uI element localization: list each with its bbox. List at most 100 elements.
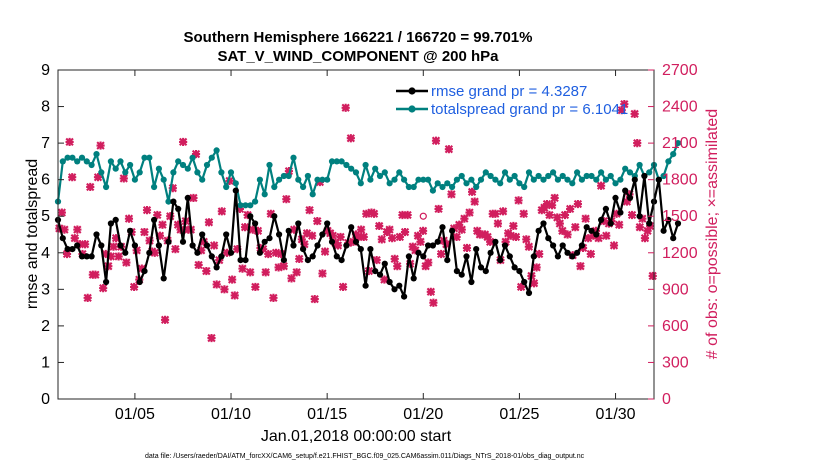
totalspread-point [521, 183, 528, 191]
y-tick-label: 6 [41, 172, 50, 189]
rmse-point [333, 253, 340, 260]
totalspread-point [617, 176, 624, 183]
rmse-point [444, 257, 451, 264]
obs-assimilated-marker [609, 241, 619, 250]
totalspread-point [88, 161, 95, 169]
obs-assimilated-marker [362, 209, 371, 218]
rmse-point [535, 227, 542, 234]
rmse-point [242, 257, 249, 264]
rmse-series [54, 172, 682, 300]
rmse-point [646, 220, 653, 227]
obs-assimilated-marker [563, 230, 572, 239]
y-axis-ticks: 0 1 2 3 4 5 6 7 8 9 [41, 62, 64, 408]
obs-assimilated-marker [269, 293, 278, 303]
obs-assimilated-marker [591, 226, 601, 235]
totalspread-point [367, 176, 374, 183]
obs-assimilated-marker [93, 173, 103, 182]
obs-assimilated-marker [506, 231, 515, 240]
obs-assimilated-marker [68, 173, 77, 182]
rmse-point [218, 253, 225, 260]
totalspread-point [463, 180, 470, 187]
obs-assimilated-marker [277, 249, 286, 259]
totalspread-point [376, 172, 384, 180]
totalspread-point [242, 202, 249, 209]
obs-assimilated-marker [357, 225, 366, 234]
obs-assimilated-marker [341, 103, 350, 112]
obs-assimilated-marker [160, 315, 170, 324]
obs-assimilated-marker [142, 205, 152, 215]
totalspread-point [554, 176, 562, 183]
chart-title-line2: SAT_V_WIND_COMPONENT @ 200 hPa [217, 48, 499, 65]
totalspread-point [415, 176, 422, 183]
totalspread-line [56, 142, 680, 207]
y-axis-label: rmse and totalspread [24, 159, 41, 309]
rmse-point [554, 253, 562, 260]
obs-assimilated-marker [305, 205, 314, 215]
rmse-point [117, 242, 124, 249]
y2-tick-label: 1800 [662, 172, 698, 189]
obs-assimilated-marker [617, 106, 626, 115]
totalspread-point [328, 158, 336, 165]
rmse-point [357, 246, 364, 253]
rmse-point [237, 257, 244, 264]
rmse-point [170, 198, 177, 205]
rmse-point [525, 289, 533, 297]
y-tick-label: 4 [41, 245, 50, 262]
totalspread-point [131, 176, 138, 183]
obs-assimilated-marker [612, 209, 621, 218]
obs-assimilated-marker [346, 134, 355, 143]
totalspread-point [280, 172, 287, 180]
rmse-point [559, 242, 566, 249]
rmse-point [136, 278, 143, 286]
obs-assimilated-marker [571, 223, 580, 232]
obs-assimilated-marker [124, 214, 134, 223]
obs-assimilated-marker [633, 138, 642, 148]
totalspread-point [434, 180, 441, 187]
obs-assimilated-marker [119, 174, 128, 183]
obs-assimilated-marker [307, 231, 317, 240]
obs-assimilated-marker [132, 246, 141, 255]
y-tick-label: 7 [41, 135, 50, 152]
totalspread-point [473, 183, 480, 191]
obs-assimilated-marker [364, 266, 374, 276]
totalspread-point [208, 154, 215, 161]
totalspread-point [290, 154, 297, 161]
totalspread-point [410, 183, 417, 191]
obs-assimilated-marker [390, 254, 399, 264]
obs-assimilated-marker [447, 190, 456, 199]
totalspread-point [525, 169, 533, 176]
obs-assimilated-marker [178, 137, 188, 147]
rmse-point [179, 238, 187, 245]
totalspread-point [396, 169, 403, 176]
obs-assimilated-marker [524, 242, 534, 251]
obs-assimilated-marker [431, 136, 441, 145]
totalspread-point [372, 165, 379, 172]
obs-assimilated-marker [300, 240, 309, 249]
obs-assimilated-marker [452, 232, 461, 242]
obs-assimilated-marker [158, 220, 167, 229]
totalspread-point [271, 183, 278, 191]
totalspread-point [343, 161, 350, 169]
obs-assimilated-marker [271, 248, 281, 257]
totalspread-point [482, 169, 489, 176]
obs-assimilated-marker [315, 177, 325, 187]
rmse-point [545, 235, 552, 242]
x-axis-label: Jan.01,2018 00:00:00 start [261, 428, 452, 445]
y-tick-label: 5 [41, 208, 50, 225]
obs-assimilated-marker [532, 263, 541, 272]
obs-assimilated-marker [106, 252, 116, 261]
obs-assimilated-marker [261, 268, 270, 277]
rmse-point [141, 268, 148, 275]
obs-assimilated-marker [444, 145, 454, 154]
rmse-point [304, 257, 311, 264]
rmse-point [622, 187, 629, 194]
totalspread-point [391, 176, 398, 183]
obs-assimilated-marker [467, 187, 477, 196]
totalspread-point [622, 165, 629, 172]
obs-assimilated-marker [418, 226, 428, 235]
totalspread-point [285, 172, 292, 180]
obs-assimilated-marker [560, 210, 570, 220]
totalspread-point [127, 161, 134, 169]
y2-tick-label: 2700 [662, 62, 698, 79]
obs-assimilated-marker [483, 232, 492, 242]
